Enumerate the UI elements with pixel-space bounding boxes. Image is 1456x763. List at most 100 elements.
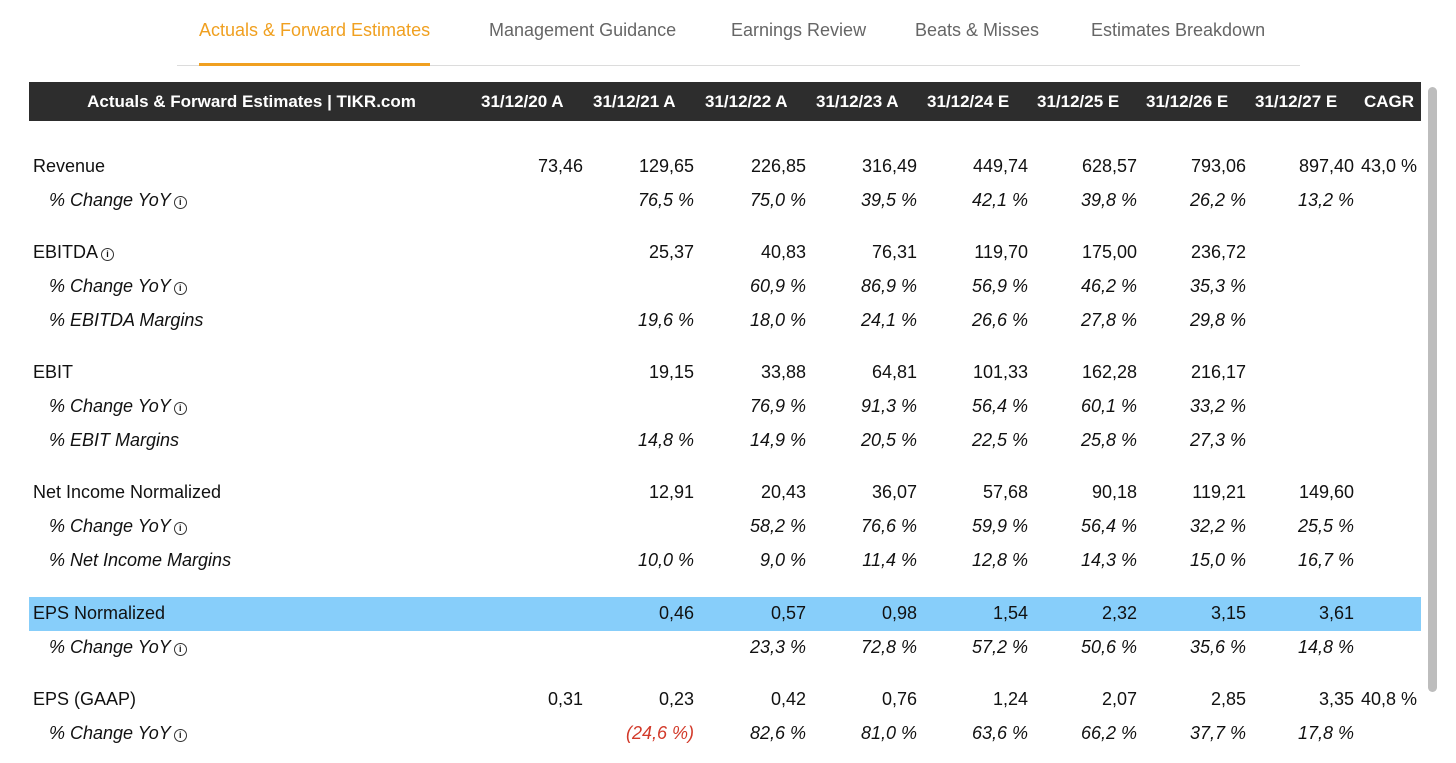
table-row: % Net Income Margins 10,0 % 9,0 % 11,4 % 12,… — [29, 544, 1421, 578]
table-cell: 40,8 % — [1360, 689, 1417, 709]
table-cell: 86,9 % — [860, 276, 917, 296]
table-cell: 3,15 — [1210, 603, 1246, 623]
table-cell: 25,5 % — [1297, 516, 1354, 536]
row-label-text: EBIT — [33, 362, 74, 382]
tab-beats-misses[interactable]: Beats & Misses — [915, 20, 1040, 40]
column-header[interactable]: 31/12/25 E — [1037, 92, 1120, 111]
table-cell: 29,8 % — [1189, 310, 1246, 330]
table-cell: 23,3 % — [749, 637, 806, 657]
table-cell: 57,68 — [982, 482, 1028, 502]
row-label: Net Income Normalized — [33, 482, 221, 503]
row-label: EPS Normalized — [33, 603, 165, 624]
info-icon[interactable]: i — [173, 282, 187, 295]
row-label: Revenue — [33, 156, 105, 177]
table-cell: 76,5 % — [637, 190, 694, 210]
table-cell: 0,76 — [881, 689, 917, 709]
column-header[interactable]: 31/12/21 A — [593, 92, 676, 111]
table-cell: 20,43 — [760, 482, 806, 502]
row-label: EBITDA i — [33, 242, 115, 263]
table-cell: 12,91 — [648, 482, 694, 502]
row-label-text: % Change YoY — [49, 516, 171, 536]
table-cell: 72,8 % — [860, 637, 917, 657]
row-label-text: % Change YoY — [49, 637, 171, 657]
table-row: % Change YoY i 60,9 % 86,9 % 56,9 % 46,2 % 35,… — [29, 270, 1421, 304]
row-label: % Net Income Margins — [49, 550, 231, 571]
table-row: Net Income Normalized 12,91 20,43 36,07 57,6… — [29, 476, 1421, 510]
row-label: % EBIT Margins — [49, 430, 179, 451]
row-label: % EBITDA Margins — [49, 310, 203, 331]
column-header[interactable]: 31/12/22 A — [705, 92, 788, 111]
column-header-cagr[interactable]: CAGR — [1364, 92, 1415, 111]
table-cell: 2,07 — [1101, 689, 1137, 709]
column-header[interactable]: 31/12/23 A — [816, 92, 899, 111]
table-title: Actuals & Forward Estimates | TIKR.com — [87, 92, 416, 111]
table-cell: 19,6 % — [637, 310, 694, 330]
table-cell: 76,6 % — [860, 516, 917, 536]
table-cell: 66,2 % — [1080, 723, 1137, 743]
column-header[interactable]: 31/12/24 E — [927, 92, 1010, 111]
table-cell: 316,49 — [861, 156, 917, 176]
info-icon[interactable]: i — [173, 196, 187, 209]
table-cell: 14,8 % — [637, 430, 694, 450]
row-label-text: % EBIT Margins — [49, 430, 180, 450]
tab-estimates-breakdown[interactable]: Estimates Breakdown — [1091, 20, 1266, 40]
table-cell: 119,21 — [1192, 482, 1246, 502]
table-cell: 1,24 — [992, 689, 1028, 709]
table-cell: 56,4 % — [1080, 516, 1137, 536]
row-label: % Change YoY i — [49, 190, 187, 211]
table-cell: 0,57 — [770, 603, 806, 623]
tab-actuals-forward-estimates[interactable]: Actuals & Forward Estimates — [199, 20, 431, 66]
row-label: EBIT — [33, 362, 73, 383]
table-cell: 43,0 % — [1360, 156, 1417, 176]
table-cell: 32,2 % — [1189, 516, 1246, 536]
table-row: % Change YoY i 58,2 % 76,6 % 59,9 % 56,4 % 32,… — [29, 510, 1421, 544]
table-cell: 63,6 % — [971, 723, 1028, 743]
tab-management-guidance[interactable]: Management Guidance — [489, 20, 677, 40]
table-cell: 11,4 % — [862, 550, 917, 570]
table-cell: 59,9 % — [971, 516, 1028, 536]
table-cell: 60,9 % — [749, 276, 806, 296]
info-icon[interactable]: i — [173, 643, 187, 656]
info-icon[interactable]: i — [173, 402, 187, 415]
row-label-text: % Change YoY — [49, 190, 171, 210]
table-cell: 50,6 % — [1080, 637, 1137, 657]
tab-earnings-review[interactable]: Earnings Review — [731, 20, 867, 40]
table-cell: 18,0 % — [749, 310, 806, 330]
table-cell: 175,00 — [1081, 242, 1137, 262]
scrollbar[interactable] — [1425, 85, 1439, 763]
row-label: EPS (GAAP) — [33, 689, 136, 710]
info-icon[interactable]: i — [101, 248, 115, 261]
table-cell: 90,18 — [1091, 482, 1137, 502]
table-cell: 57,2 % — [971, 637, 1028, 657]
table-cell: 15,0 % — [1189, 550, 1246, 570]
table-row: % Change YoY i 76,5 % 75,0 % 39,5 % 42,1 % 39,… — [29, 184, 1421, 218]
table-cell: 3,35 — [1318, 689, 1354, 709]
column-header[interactable]: 31/12/20 A — [481, 92, 564, 111]
table-cell: 3,61 — [1318, 603, 1354, 623]
table-cell: 2,85 — [1210, 689, 1246, 709]
table-cell: 33,88 — [760, 362, 806, 382]
table-cell: 119,70 — [974, 242, 1028, 262]
row-label: % Change YoY i — [49, 276, 187, 297]
table-cell: 13,2 % — [1297, 190, 1354, 210]
table-cell: 40,83 — [760, 242, 806, 262]
table-cell: 14,8 % — [1297, 637, 1354, 657]
info-icon[interactable]: i — [173, 522, 187, 535]
column-header[interactable]: 31/12/27 E — [1255, 92, 1338, 111]
info-icon[interactable]: i — [173, 729, 187, 742]
table-cell: 58,2 % — [749, 516, 806, 536]
column-header[interactable]: 31/12/26 E — [1146, 92, 1229, 111]
row-label-text: % Change YoY — [49, 396, 171, 416]
table-cell: 793,06 — [1190, 156, 1246, 176]
table-cell: 20,5 % — [860, 430, 917, 450]
scrollbar-thumb[interactable] — [1428, 87, 1437, 692]
table-cell: 10,0 % — [637, 550, 694, 570]
table-cell: 60,1 % — [1080, 396, 1137, 416]
table-cell: 12,8 % — [971, 550, 1028, 570]
table-cell: 17,8 % — [1297, 723, 1354, 743]
table-cell: 1,54 — [992, 603, 1028, 623]
table-cell: 64,81 — [871, 362, 917, 382]
row-label: % Change YoY i — [49, 516, 187, 537]
table-cell: 75,0 % — [749, 190, 806, 210]
table-cell: 22,5 % — [971, 430, 1028, 450]
